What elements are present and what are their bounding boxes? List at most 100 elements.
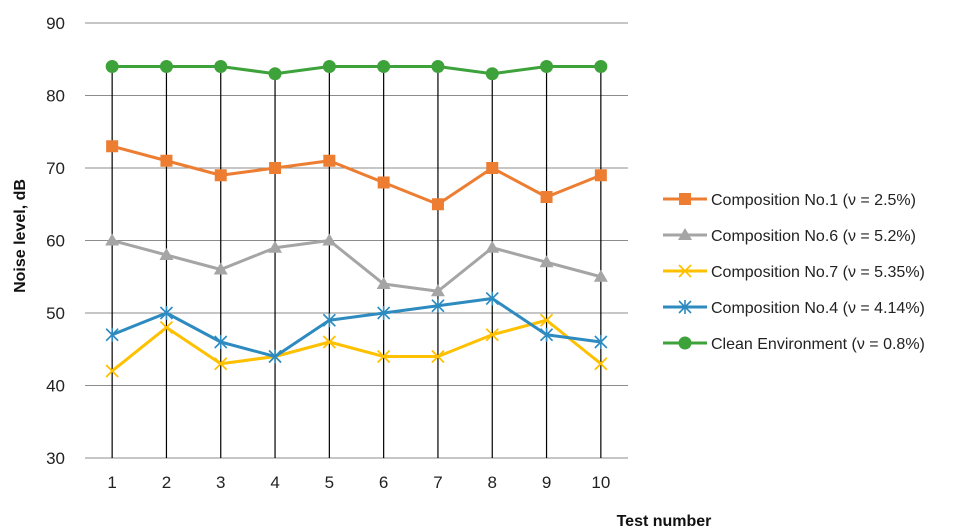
data-point xyxy=(322,335,336,349)
series-line xyxy=(112,65,601,76)
x-tick-label: 6 xyxy=(379,473,388,492)
legend-item: Composition No.7 (ν = 5.35%) xyxy=(663,264,925,281)
y-tick-label: 50 xyxy=(46,304,65,323)
legend-label: Composition No.6 (ν = 5.2%) xyxy=(711,228,916,245)
data-point xyxy=(539,313,554,327)
legend-label: Composition No.4 (ν = 4.14%) xyxy=(711,300,925,317)
data-point xyxy=(323,154,336,167)
x-tick-label: 8 xyxy=(488,473,497,492)
series-line xyxy=(111,239,602,293)
data-point xyxy=(593,269,608,282)
data-point xyxy=(486,162,499,174)
axes: 30 40 50 60 70 80 90 1 2 3 4 5 6 7 8 9 10 xyxy=(46,14,610,492)
legend-marker xyxy=(679,193,691,205)
series-1 xyxy=(106,140,607,211)
y-tick-label: 40 xyxy=(46,377,65,396)
data-point xyxy=(431,298,445,313)
data-point xyxy=(214,169,227,182)
x-tick-label: 10 xyxy=(591,473,610,492)
data-point xyxy=(159,248,174,260)
data-point xyxy=(594,335,608,349)
data-point xyxy=(377,176,390,189)
series-3 xyxy=(105,313,608,378)
x-tick-label: 9 xyxy=(542,473,551,492)
data-point xyxy=(322,313,336,328)
data-point xyxy=(539,255,554,268)
y-tick-label: 30 xyxy=(46,449,65,468)
data-point xyxy=(485,67,499,81)
data-point xyxy=(106,140,119,153)
data-point xyxy=(105,327,119,342)
data-point xyxy=(594,60,608,73)
drop-lines xyxy=(111,66,602,458)
data-point xyxy=(540,191,553,203)
data-point xyxy=(377,60,391,73)
data-point xyxy=(539,327,554,342)
data-point xyxy=(377,306,391,320)
data-point xyxy=(269,162,282,174)
series-line xyxy=(111,318,602,373)
data-point xyxy=(431,349,445,364)
legend-marker xyxy=(678,336,692,350)
legend-label: Composition No.7 (ν = 5.35%) xyxy=(711,264,925,281)
data-point xyxy=(431,198,444,211)
x-tick-label: 1 xyxy=(107,473,116,492)
legend: Composition No.1 (ν = 2.5%) Composition N… xyxy=(663,192,925,353)
data-point xyxy=(376,277,391,289)
legend-label: Composition No.1 (ν = 2.5%) xyxy=(711,192,916,209)
x-axis-title: Test number xyxy=(617,513,712,530)
data-point xyxy=(430,284,445,297)
data-point xyxy=(431,60,445,73)
data-point xyxy=(485,291,499,306)
x-tick-label: 4 xyxy=(270,473,279,492)
data-point xyxy=(213,262,228,275)
data-point xyxy=(214,60,228,73)
legend-item: Composition No.4 (ν = 4.14%) xyxy=(663,300,925,317)
x-tick-label: 5 xyxy=(325,473,334,492)
data-point xyxy=(268,349,282,364)
data-point xyxy=(160,154,173,167)
x-tick-label: 3 xyxy=(216,473,225,492)
y-tick-label: 70 xyxy=(46,159,65,178)
y-tick-label: 60 xyxy=(46,232,65,251)
data-point xyxy=(105,60,119,73)
data-point xyxy=(594,357,608,371)
legend-marker xyxy=(678,228,692,240)
data-point xyxy=(540,60,554,73)
data-point xyxy=(485,328,499,342)
data-point xyxy=(214,335,228,349)
grid xyxy=(85,22,628,459)
series-4 xyxy=(105,291,608,364)
data-point xyxy=(377,349,391,364)
data-point xyxy=(594,169,607,182)
data-point xyxy=(159,320,174,335)
series-line xyxy=(111,144,602,206)
y-tick-label: 90 xyxy=(46,14,65,33)
data-point xyxy=(268,240,283,253)
legend-item: Clean Environment (ν = 0.8%) xyxy=(663,336,925,353)
data-point xyxy=(485,240,500,253)
legend-label: Clean Environment (ν = 0.8%) xyxy=(711,336,925,353)
series-2 xyxy=(105,233,608,297)
legend-marker xyxy=(678,300,692,314)
x-tick-label: 7 xyxy=(433,473,442,492)
legend-item: Composition No.1 (ν = 2.5%) xyxy=(663,192,916,209)
series-5 xyxy=(105,60,608,81)
data-point xyxy=(322,233,337,246)
legend-item: Composition No.6 (ν = 5.2%) xyxy=(663,228,916,245)
data-point xyxy=(268,67,282,81)
series-group xyxy=(105,60,608,378)
series-line xyxy=(111,297,602,358)
data-point xyxy=(159,60,173,73)
y-tick-label: 80 xyxy=(46,87,65,106)
data-point xyxy=(214,357,228,371)
data-point xyxy=(159,306,174,320)
data-point xyxy=(105,233,120,246)
data-point xyxy=(105,364,119,378)
legend-marker xyxy=(678,264,692,278)
data-point xyxy=(322,60,336,73)
x-tick-label: 2 xyxy=(162,473,171,492)
y-axis-title: Noise level, dB xyxy=(12,179,29,293)
